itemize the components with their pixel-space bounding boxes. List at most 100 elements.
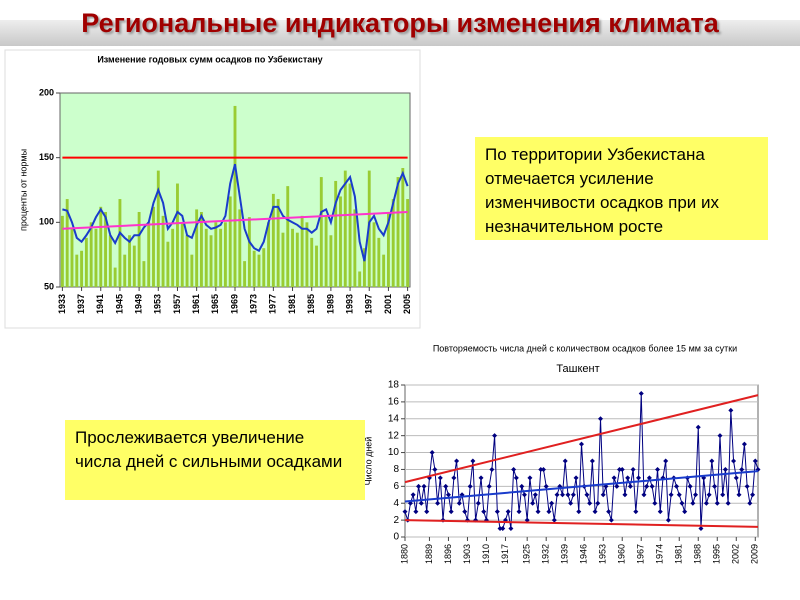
x-tick-label: 2002 <box>731 544 741 564</box>
data-point <box>611 475 617 481</box>
x-tick-label: 1910 <box>481 544 491 564</box>
data-point <box>470 458 476 464</box>
bar <box>142 261 146 287</box>
bar <box>396 177 400 287</box>
bar <box>343 170 347 287</box>
series-line <box>404 470 759 503</box>
x-tick-label: 1896 <box>443 544 453 564</box>
series-line <box>404 394 759 484</box>
data-point <box>456 500 462 506</box>
bar <box>65 199 69 287</box>
series-line <box>62 163 409 262</box>
bar <box>94 228 98 287</box>
data-point <box>725 500 731 506</box>
bar <box>348 183 352 287</box>
data-point <box>576 509 582 515</box>
text-box: Прослеживается увеличение числа дней с с… <box>65 420 365 500</box>
data-point <box>546 509 552 515</box>
bar <box>200 211 203 287</box>
data-point <box>595 500 601 506</box>
x-tick-label: 1932 <box>541 544 551 564</box>
data-point <box>421 483 427 489</box>
x-tick-label: 1933 <box>57 294 67 314</box>
x-tick-label: 1981 <box>674 544 684 564</box>
data-point <box>445 492 451 498</box>
data-point <box>443 483 449 489</box>
x-tick-label: 1969 <box>229 294 239 314</box>
data-point <box>636 475 642 481</box>
data-point <box>598 416 604 422</box>
x-tick-label: 1967 <box>636 544 646 564</box>
data-point <box>709 458 715 464</box>
y-axis-label: проценты от нормы <box>18 149 28 231</box>
x-tick-label: 1981 <box>287 294 297 314</box>
bar <box>223 222 227 287</box>
bar <box>238 209 242 287</box>
bar <box>291 228 294 287</box>
data-point <box>454 458 460 464</box>
data-point <box>530 500 536 506</box>
bar <box>391 199 395 287</box>
data-point <box>589 458 595 464</box>
data-point <box>744 483 750 489</box>
data-point <box>481 509 487 515</box>
x-tick-label: 1917 <box>500 544 510 564</box>
data-point <box>728 407 734 413</box>
data-point <box>513 475 519 481</box>
data-point <box>668 492 674 498</box>
bar <box>152 206 155 287</box>
data-point <box>478 475 484 481</box>
x-tick-label: 1953 <box>598 544 608 564</box>
bar <box>372 222 376 287</box>
x-tick-label: 1960 <box>617 544 627 564</box>
data-point <box>554 492 560 498</box>
x-tick-label: 1946 <box>579 544 589 564</box>
bar <box>190 254 194 287</box>
bar <box>70 228 74 287</box>
bar <box>300 215 304 287</box>
data-point <box>747 500 753 506</box>
data-point <box>682 509 688 515</box>
series-line <box>404 519 759 528</box>
y-axis-label: Число дней <box>363 437 373 486</box>
data-point <box>532 492 538 498</box>
bar <box>281 232 285 287</box>
text-box: По территории Узбекистана отмечается уси… <box>475 137 768 240</box>
bar <box>99 206 103 287</box>
data-point <box>641 492 647 498</box>
data-point <box>551 517 557 523</box>
data-point <box>494 509 500 515</box>
data-point <box>524 517 530 523</box>
bar <box>132 245 136 287</box>
data-point <box>752 458 758 464</box>
y-tick-label: 0 <box>393 532 399 543</box>
data-point <box>451 475 457 481</box>
bar <box>363 248 366 287</box>
y-tick-label: 150 <box>39 152 54 162</box>
bar <box>209 235 213 287</box>
data-point <box>608 517 614 523</box>
x-tick-label: 2005 <box>402 294 412 314</box>
data-point <box>690 500 696 506</box>
data-point <box>424 509 430 515</box>
bar <box>113 267 117 287</box>
data-point <box>521 492 527 498</box>
bar <box>214 222 218 287</box>
bar <box>295 232 299 287</box>
data-point <box>435 500 441 506</box>
chart-title: Изменение годовых сумм осадков по Узбеки… <box>97 54 322 64</box>
data-point <box>418 500 424 506</box>
bar <box>108 235 112 287</box>
data-point <box>633 509 639 515</box>
data-point <box>540 466 546 472</box>
data-point <box>500 526 506 532</box>
bar <box>180 222 184 287</box>
bar <box>80 250 84 287</box>
y-tick-label: 100 <box>39 217 54 227</box>
y-tick-label: 4 <box>393 498 399 509</box>
data-point <box>655 466 661 472</box>
bar <box>401 168 405 287</box>
data-point <box>402 509 408 515</box>
x-tick-label: 1925 <box>522 544 532 564</box>
